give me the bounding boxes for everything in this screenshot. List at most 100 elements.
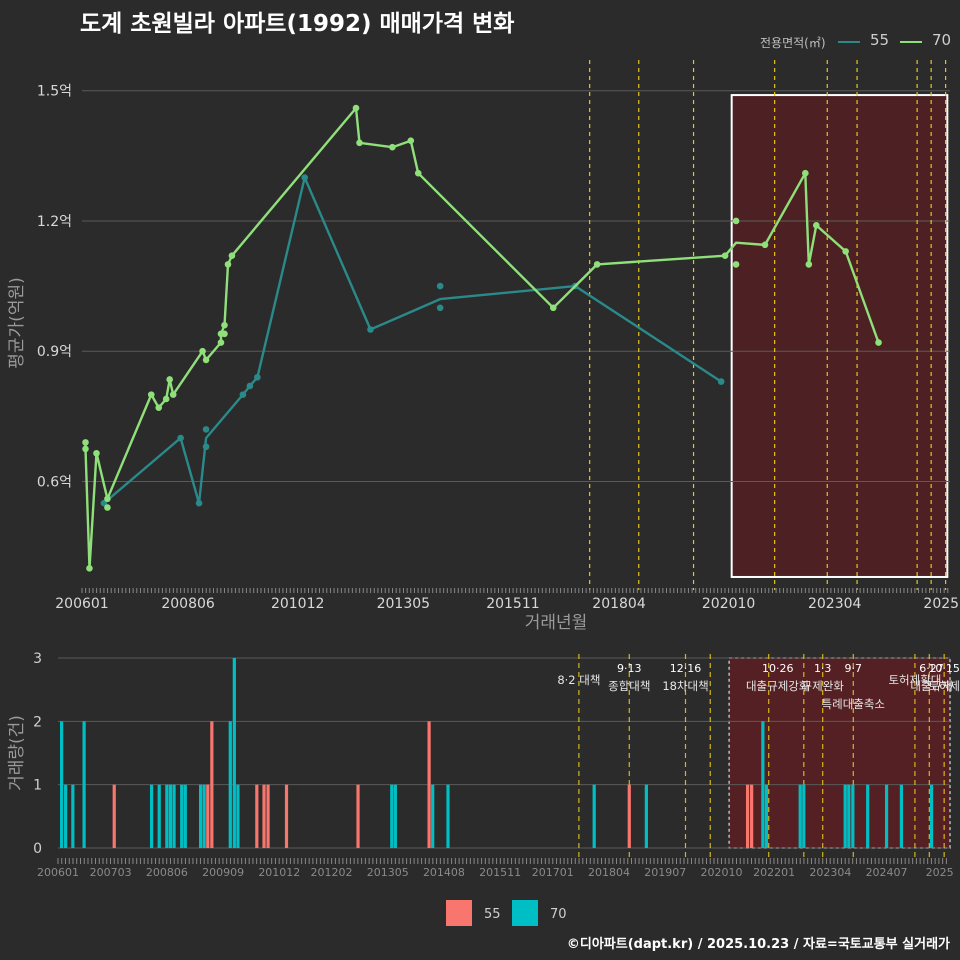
- bar-x-tick-label: 2025: [926, 866, 954, 879]
- bar-70: [798, 784, 802, 848]
- policy-name-label: 18차대책: [662, 679, 708, 693]
- series-70-point: [104, 495, 111, 503]
- x-tick-label: 201012: [271, 596, 324, 612]
- series-70-point: [104, 504, 111, 511]
- policy-name-label: 특례대출축소: [822, 697, 885, 711]
- bar-x-tick-label: 201012: [258, 866, 300, 879]
- series-55-point: [202, 443, 210, 451]
- x-tick-label: 2025: [923, 596, 959, 612]
- bar-70: [884, 784, 889, 848]
- bar-70: [843, 784, 847, 848]
- bar-55: [255, 784, 259, 848]
- series-55-point: [436, 282, 444, 290]
- bar-y-tick-label: 3: [33, 651, 42, 667]
- bar-x-tick-label: 200806: [146, 866, 188, 879]
- policy-name-label: 토허제확대: [888, 673, 941, 687]
- series-70-point: [875, 339, 882, 346]
- series-70-point: [721, 252, 729, 260]
- series-70-point: [593, 261, 601, 268]
- series-55-point: [195, 499, 203, 507]
- bar-y-tick-label: 1: [33, 778, 42, 794]
- bar-70: [851, 784, 855, 848]
- series-70-point: [407, 137, 415, 144]
- bar-70: [198, 784, 203, 848]
- series-55-point: [202, 426, 210, 433]
- x-tick-label: 200806: [161, 596, 215, 612]
- series-70-point: [221, 330, 228, 338]
- bar-70: [172, 784, 176, 848]
- x-tick-label: 202304: [808, 596, 862, 612]
- legend-bottom-70-swatch: [512, 900, 538, 926]
- policy-name-label: 대출규제강화: [746, 679, 810, 693]
- footer-credit: ©디아파트(dapt.kr) / 2025.10.23 / 자료=국토교통부 실…: [566, 937, 950, 952]
- x-tick-label: 202010: [702, 596, 755, 612]
- bar-x-tick-label: 202010: [700, 866, 742, 879]
- x-tick-label: 201804: [592, 596, 646, 612]
- bar-55: [627, 784, 631, 848]
- bar-55: [745, 784, 750, 848]
- bar-55: [210, 721, 214, 848]
- bar-x-tick-label: 200909: [202, 866, 244, 879]
- legend-55-line: [838, 41, 860, 43]
- bar-70: [168, 784, 173, 848]
- y-axis-title: 평균가(억원): [7, 277, 27, 368]
- series-55-point: [239, 391, 247, 398]
- bar-70: [592, 784, 596, 848]
- bar-x-tick-label: 202304: [809, 866, 851, 879]
- bar-70: [847, 784, 851, 848]
- series-70-point: [162, 395, 170, 403]
- series-70-point: [414, 169, 422, 177]
- series-55-point: [246, 382, 254, 390]
- bar-x-tick-label: 200703: [90, 866, 132, 879]
- series-55-point: [254, 373, 261, 381]
- policy-name-label: 규제완화: [802, 679, 845, 693]
- bar-y-axis-title: 거래량(건): [7, 715, 27, 791]
- bar-70: [71, 784, 75, 848]
- bar-55: [284, 784, 289, 848]
- bar-70: [764, 784, 769, 848]
- bar-70: [165, 784, 169, 848]
- legend-top: 전용면적(㎡) 55 70: [720, 30, 955, 52]
- bar-70: [202, 784, 206, 848]
- bar-x-tick-label: 201511: [479, 866, 521, 879]
- series-70-point: [169, 391, 177, 398]
- series-70-point: [202, 356, 210, 364]
- series-55-point: [717, 378, 725, 385]
- bar-55: [427, 721, 431, 848]
- bar-70: [431, 784, 435, 848]
- bar-55: [266, 784, 270, 848]
- bar-55: [206, 784, 210, 848]
- bar-x-tick-label: 201305: [367, 866, 409, 879]
- x-tick-label: 201305: [377, 596, 430, 612]
- series-70-point: [147, 391, 155, 398]
- bar-55: [262, 784, 266, 848]
- legend-bottom-55-label: 55: [484, 907, 501, 922]
- series-70-point: [221, 321, 228, 329]
- bar-y-tick-label: 2: [33, 714, 42, 730]
- policy-date-label: 12·16: [670, 662, 702, 675]
- legend-title: 전용면적(㎡): [760, 36, 826, 50]
- series-55-point: [436, 304, 444, 312]
- policy-date-label: 9·7: [845, 662, 863, 675]
- series-70-point: [812, 222, 820, 229]
- bar-70: [866, 784, 870, 848]
- policy-name-label: 종합대책: [608, 679, 650, 693]
- series-55-point: [367, 326, 374, 333]
- series-70-point: [82, 445, 89, 453]
- highlight-region: [730, 94, 949, 578]
- bar-55: [112, 784, 116, 848]
- y-tick-label: 1.2억: [37, 214, 72, 230]
- bar-x-tick-label: 200601: [37, 866, 79, 879]
- series-70-point: [86, 564, 93, 572]
- series-70-point: [224, 261, 232, 268]
- legend-bottom-70-label: 70: [550, 907, 567, 922]
- bar-70: [929, 784, 934, 848]
- series-70-point: [228, 252, 236, 260]
- legend-bottom: 55 70: [446, 900, 606, 928]
- bar-x-tick-label: 201701: [532, 866, 574, 879]
- series-70-point: [805, 261, 813, 268]
- bar-70: [802, 784, 806, 848]
- bar-70: [183, 784, 187, 848]
- bar-70: [82, 721, 86, 848]
- y-tick-label: 1.5억: [37, 84, 72, 100]
